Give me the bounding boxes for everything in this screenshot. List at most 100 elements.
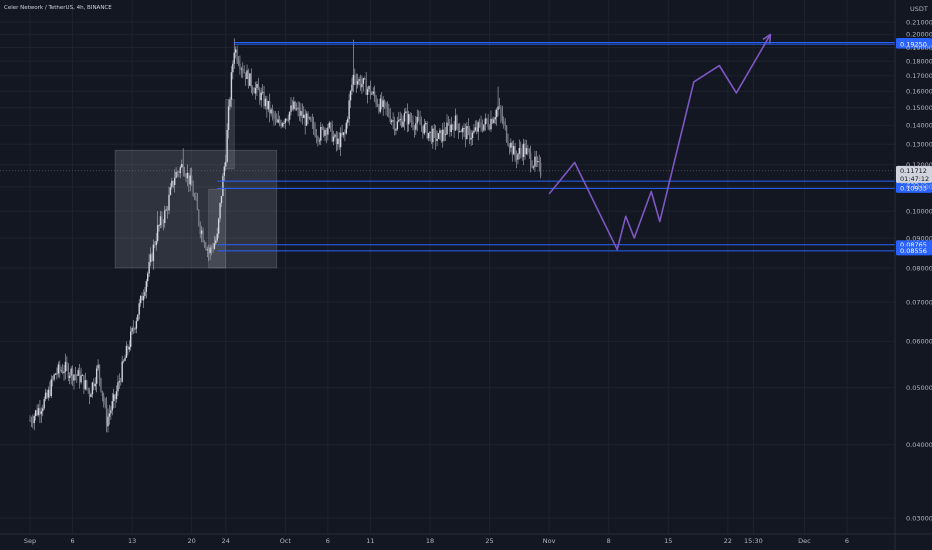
y-tick-label: 0.12000 (906, 161, 932, 169)
x-tick-label: Nov (543, 537, 556, 545)
candle-body (270, 109, 272, 114)
candle-body (494, 117, 496, 120)
current-price-value: 0.11712 (900, 167, 927, 175)
candle-body (389, 115, 391, 122)
candle-body (176, 171, 179, 173)
candle-body (470, 137, 472, 140)
candle-body (158, 225, 160, 226)
candles (29, 38, 542, 433)
candle-body (460, 131, 462, 133)
candle-body (317, 137, 319, 141)
y-tick-label: 0.14000 (906, 122, 932, 130)
candle-body (253, 91, 255, 94)
candle-body (342, 132, 345, 136)
candle-body (488, 127, 491, 130)
x-tick-label: 15:30 (744, 537, 763, 545)
candle-body (459, 131, 461, 132)
y-tick-label: 0.19000 (906, 44, 932, 52)
candle-body (269, 100, 271, 114)
candle-body (178, 172, 180, 174)
candle-body (162, 222, 165, 224)
candle-body (425, 122, 427, 125)
candle-body (515, 156, 518, 160)
candle-body (274, 118, 277, 120)
candle-body (192, 185, 194, 197)
candle-body (383, 100, 386, 103)
candle-body (484, 118, 487, 125)
candle-body (128, 346, 130, 350)
candle-body (173, 177, 176, 186)
candle-body (478, 122, 481, 124)
candle-body (364, 78, 366, 80)
candle-body (147, 273, 149, 282)
candle-body (522, 143, 525, 158)
candle-body (413, 127, 416, 130)
candle-body (276, 118, 278, 123)
candle-body (390, 120, 393, 122)
candle-body (403, 112, 406, 122)
candle-body (193, 196, 196, 198)
candle-body (264, 98, 267, 107)
x-tick-label: 20 (188, 537, 196, 545)
candle-body (510, 142, 512, 148)
candle-body (286, 118, 288, 120)
candle-body (90, 394, 92, 398)
x-tick-label: 6 (70, 537, 74, 545)
candle-body (324, 129, 326, 136)
candle-body (73, 374, 75, 381)
y-tick-label: 0.21000 (906, 18, 932, 26)
candle-body (263, 91, 265, 107)
candle-body (151, 254, 153, 261)
candle-body (320, 126, 322, 141)
candle-body (354, 74, 356, 81)
candle-body (334, 134, 336, 137)
candle-body (525, 148, 528, 155)
candle-body (100, 378, 102, 391)
x-tick-label: Dec (798, 537, 811, 545)
candle-body (94, 383, 96, 387)
candle-body (220, 196, 223, 203)
candle-body (365, 78, 367, 95)
candle-body (124, 357, 126, 361)
candle-body (91, 382, 94, 395)
candle-body (396, 121, 399, 130)
candle-body (105, 404, 108, 427)
candle-body (409, 114, 411, 121)
candle-body (182, 163, 184, 173)
candle-body (524, 143, 526, 155)
candle-body (59, 364, 61, 371)
y-tick-label: 0.07000 (906, 298, 932, 306)
candle-body (115, 391, 118, 400)
candle-body (118, 381, 121, 383)
candle-body (338, 138, 340, 148)
candle-body (487, 121, 489, 128)
candle-body (495, 109, 498, 118)
candle-body (145, 281, 148, 292)
candle-body (300, 111, 302, 116)
candle-body (304, 114, 306, 126)
candle-body (247, 70, 250, 86)
candle-body (215, 240, 217, 244)
candle-body (130, 331, 132, 347)
level-tag-label: 0.08765 (900, 241, 927, 249)
candle-body (76, 375, 78, 377)
y-tick-label: 0.15000 (906, 104, 932, 112)
candle-body (332, 136, 335, 142)
candle-body (532, 166, 535, 168)
candle-body (429, 131, 431, 133)
candle-body (202, 230, 204, 242)
candle-body (400, 118, 403, 127)
candle-body (481, 127, 484, 131)
candle-body (538, 161, 540, 163)
y-tick-label: 0.11000 (906, 183, 932, 191)
candle-body (54, 373, 57, 375)
candle-body (442, 129, 444, 142)
candle-body (283, 123, 285, 124)
candle-body (432, 128, 434, 143)
x-tick-label: 6 (845, 537, 849, 545)
candle-body (375, 97, 377, 105)
candle-body (34, 410, 37, 417)
candle-body (303, 114, 305, 118)
